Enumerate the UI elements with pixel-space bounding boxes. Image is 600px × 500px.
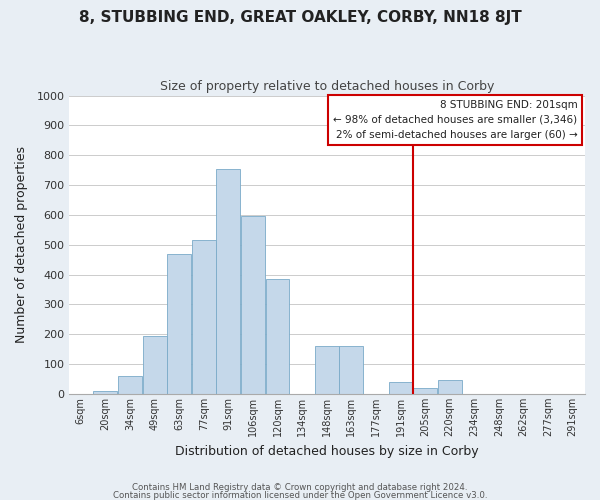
Bar [167, 254, 191, 394]
Y-axis label: Number of detached properties: Number of detached properties [15, 146, 28, 343]
Bar [438, 380, 461, 394]
Bar [340, 346, 363, 394]
Bar [241, 216, 265, 394]
Text: 8, STUBBING END, GREAT OAKLEY, CORBY, NN18 8JT: 8, STUBBING END, GREAT OAKLEY, CORBY, NN… [79, 10, 521, 25]
Bar [143, 336, 167, 394]
Text: Contains public sector information licensed under the Open Government Licence v3: Contains public sector information licen… [113, 490, 487, 500]
Bar [389, 382, 412, 394]
Bar [217, 168, 240, 394]
Bar [94, 391, 118, 394]
Bar [118, 376, 142, 394]
Bar [413, 388, 437, 394]
Bar [266, 279, 289, 394]
Title: Size of property relative to detached houses in Corby: Size of property relative to detached ho… [160, 80, 494, 93]
Bar [192, 240, 216, 394]
Text: Contains HM Land Registry data © Crown copyright and database right 2024.: Contains HM Land Registry data © Crown c… [132, 484, 468, 492]
Text: 8 STUBBING END: 201sqm
← 98% of detached houses are smaller (3,346)
2% of semi-d: 8 STUBBING END: 201sqm ← 98% of detached… [333, 100, 577, 140]
X-axis label: Distribution of detached houses by size in Corby: Distribution of detached houses by size … [175, 444, 479, 458]
Bar [315, 346, 338, 394]
